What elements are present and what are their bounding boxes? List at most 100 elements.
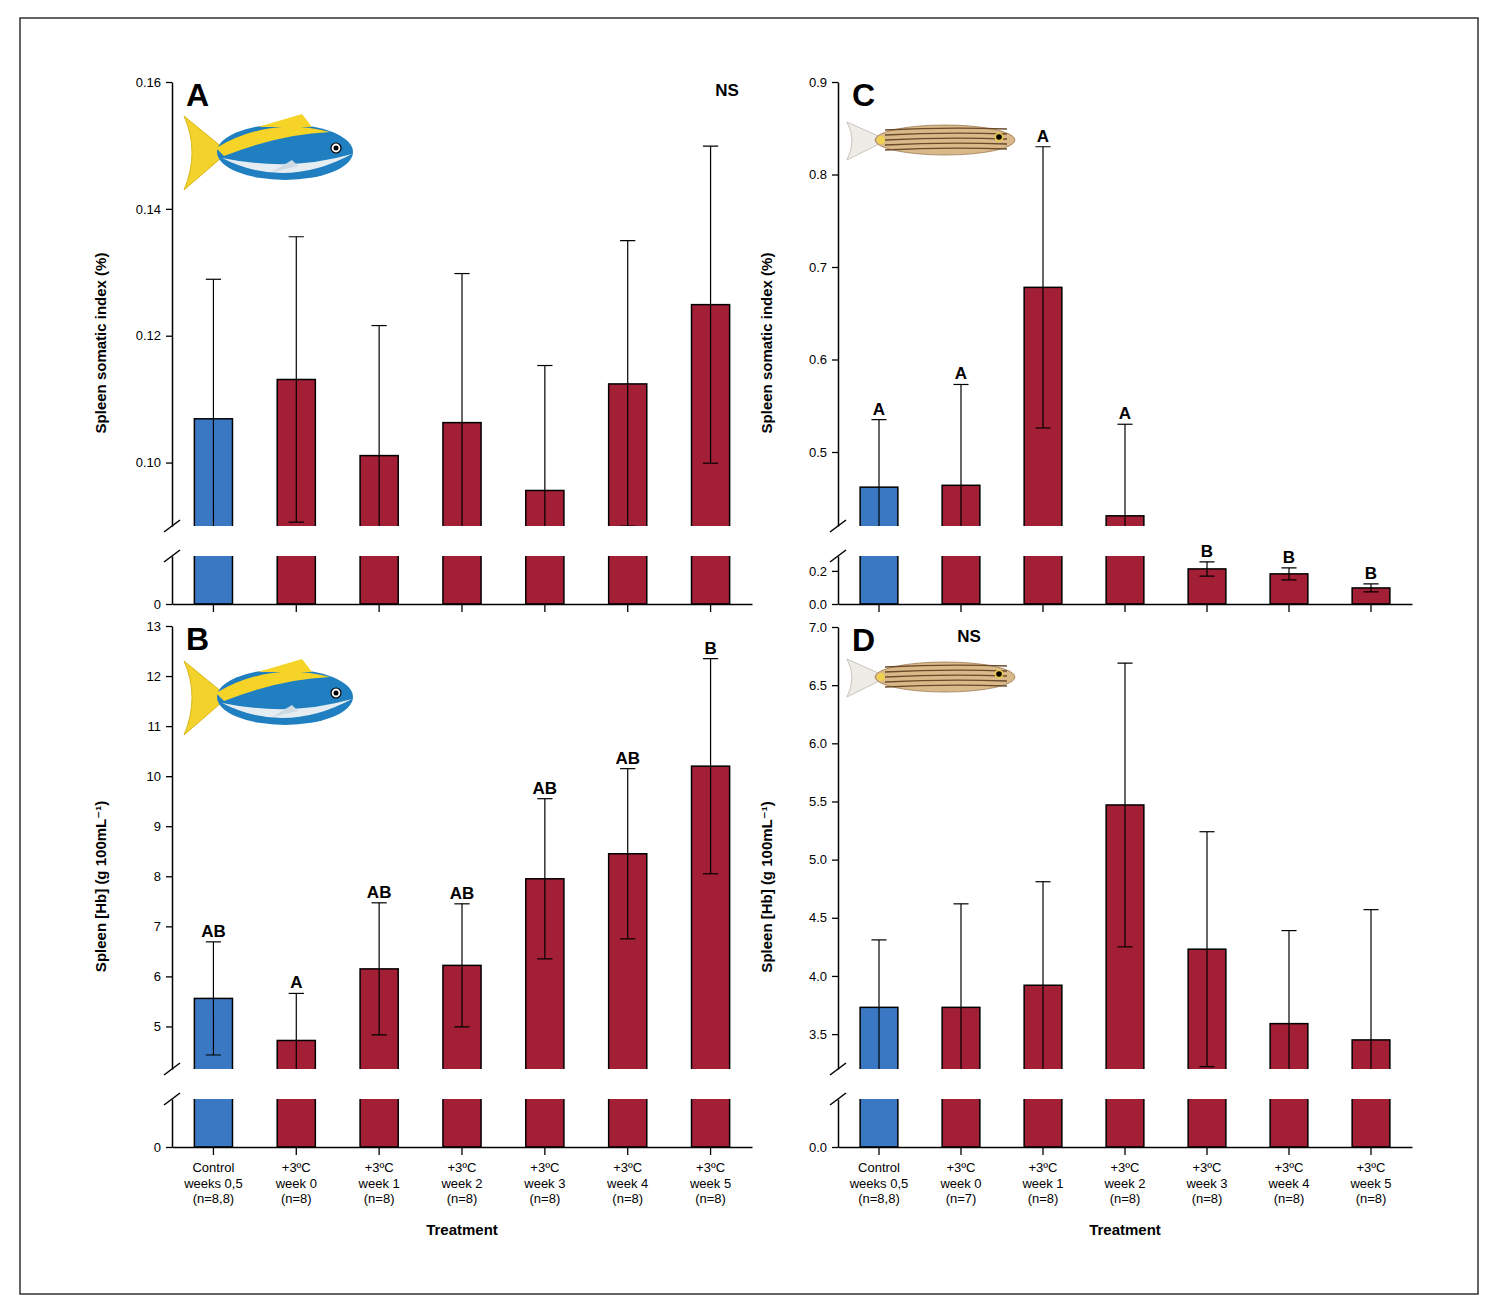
tick-label-line: (n=8,8) [193,1191,235,1206]
tick [378,1147,379,1155]
axis-line [838,1100,840,1148]
error-line [296,237,297,522]
tick-group [627,604,628,612]
tick-group: 6.5 [809,678,838,693]
error-bar [1035,882,1050,1071]
tick [1288,1147,1289,1155]
panel-title: C [852,77,875,113]
fish-pupil [334,146,339,151]
plot-area [860,663,1390,1147]
tick-group [213,604,214,612]
tick-label-line: (n=8) [1110,1191,1141,1206]
tick [1206,1147,1207,1155]
fish-pupil [996,671,1002,677]
annotation: NS [957,627,981,646]
error-line [461,904,462,1027]
chart-svg: 00.100.120.140.16ANSSpleen somatic index… [0,0,1500,1311]
tick-label: 0 [154,597,161,612]
error-bar [620,769,635,939]
tick-label: 0.5 [809,445,827,460]
significance-label: B [1365,564,1377,583]
error-bar [1035,147,1050,428]
error-cap [1199,561,1214,562]
tick-group [1289,604,1290,612]
tick-label-line: week 0 [939,1176,981,1191]
tick [710,1147,711,1155]
significance-label: AB [450,884,475,903]
error-cap [703,145,718,146]
error-bar [1117,424,1132,546]
tick-label: 0.9 [809,75,827,90]
tick-label-line: +3ºC [1111,1160,1140,1175]
tick [1042,604,1043,612]
tick [166,1026,172,1027]
tick-label-line: week 5 [1349,1176,1391,1191]
tick-label: 5 [154,1019,161,1034]
tick-label: +3ºCweek 0(n=7) [939,1160,981,1206]
fish-stripe [885,138,1007,140]
error-line [960,904,961,1073]
error-cap [1363,909,1378,910]
significance-label: AB [367,883,392,902]
tick [1124,604,1125,612]
fish-fin [258,114,312,127]
chart-container: 00.100.120.140.16ANSSpleen somatic index… [0,0,1500,1311]
error-line [1288,931,1289,1074]
y-axis: 0.50.60.70.80.9 [809,75,839,527]
tick-label: 12 [147,669,161,684]
tick [544,604,545,612]
error-cap [537,365,552,366]
tick-group: +3ºCweek 2(n=8) [1103,1147,1145,1206]
tick-label-line: week 3 [1185,1176,1227,1191]
tick [166,726,172,727]
y-axis-title: Spleen [Hb] (g 100mL⁻¹) [92,801,109,972]
fish-spot [877,673,885,681]
tick-group: 0.5 [809,445,838,460]
panel: AAAABBB0.00.20.50.60.70.80.9CSpleen soma… [758,75,1413,612]
tick-label: 7.0 [809,620,827,635]
fish-pectoral [272,705,298,717]
tick-group: 0.12 [136,328,172,343]
plot-area [860,147,1390,604]
tick [832,571,838,572]
error-cap [1363,591,1378,592]
tick [1206,604,1207,612]
error-cap [1281,1073,1296,1074]
significance-label: A [290,973,302,992]
tick-label: 10 [147,769,161,784]
significance-label: A [955,364,967,383]
tick-label: +3ºCweek 0(n=8) [275,1160,317,1206]
tick-group [961,604,962,612]
error-cap [372,325,387,326]
tick-label-line: week 2 [440,1176,482,1191]
tick-label: Controlweeks 0,5(n=8,8) [849,1160,909,1206]
fish-pectoral [272,160,298,172]
error-bar [372,903,387,1035]
tick-group: +3ºCweek 4(n=8) [1267,1147,1309,1206]
tick-label: 4.5 [809,910,827,925]
x-axis: Controlweeks 0,5(n=8,8)+3ºCweek 0(n=8)+3… [173,1147,753,1206]
error-bar [454,274,469,529]
error-cap [372,529,387,530]
bar [1106,516,1144,604]
tick [1370,604,1371,612]
y-axis: 0.0 [809,1100,839,1155]
tick [710,604,711,612]
fish-pupil [334,691,339,696]
tick-label: 0.0 [809,597,827,612]
tick-group: 8 [154,869,172,884]
tick-group: 0.10 [136,455,172,470]
x-axis [839,604,1413,612]
tick [832,685,838,686]
tick-label-line: +3ºC [530,1160,559,1175]
annotation: NS [715,81,739,100]
fish-body [875,125,1015,155]
error-cap [206,1054,221,1055]
fish-stripe [885,133,1007,135]
tick-label-line: (n=8,8) [858,1191,900,1206]
tick [166,676,172,677]
tick-label-line: (n=8) [1274,1191,1305,1206]
error-cap [537,531,552,532]
tick [213,604,214,612]
tick-label-line: +3ºC [1029,1160,1058,1175]
